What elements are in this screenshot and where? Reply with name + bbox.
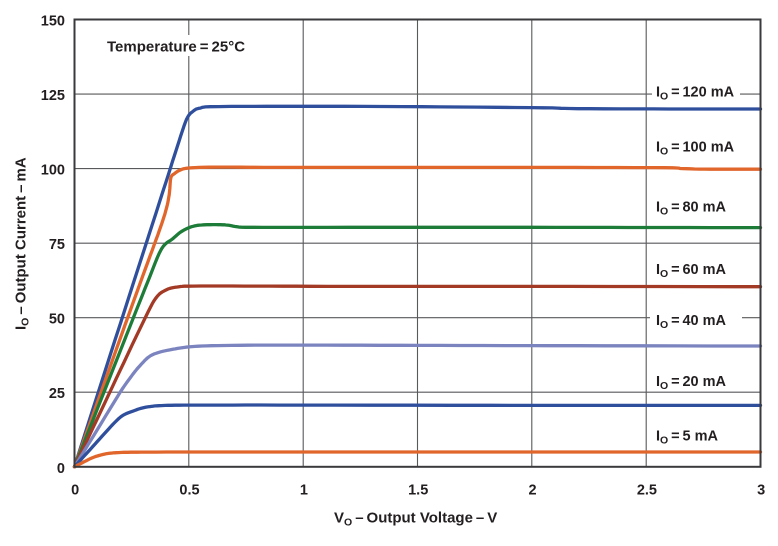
svg-text:IO = 120 mA: IO = 120 mA: [656, 84, 735, 102]
svg-text:2.5: 2.5: [637, 482, 657, 498]
svg-text:2: 2: [528, 482, 536, 498]
svg-text:1: 1: [300, 482, 308, 498]
svg-text:25: 25: [49, 386, 65, 402]
svg-text:IO – Output Current – mA: IO – Output Current – mA: [13, 157, 32, 330]
svg-text:1.5: 1.5: [408, 482, 428, 498]
svg-text:VO – Output Voltage – V: VO – Output Voltage – V: [334, 510, 497, 529]
svg-text:IO = 60 mA: IO = 60 mA: [656, 262, 727, 280]
svg-text:IO = 5 mA: IO = 5 mA: [656, 429, 718, 447]
svg-text:IO = 20 mA: IO = 20 mA: [656, 374, 727, 392]
svg-text:125: 125: [41, 88, 65, 104]
svg-text:0: 0: [57, 461, 65, 477]
svg-text:75: 75: [49, 237, 65, 253]
svg-text:0: 0: [71, 482, 79, 498]
svg-text:IO = 100 mA: IO = 100 mA: [656, 140, 735, 158]
svg-text:IO = 80 mA: IO = 80 mA: [656, 199, 727, 217]
svg-text:IO = 40 mA: IO = 40 mA: [656, 313, 727, 331]
svg-text:150: 150: [41, 14, 65, 30]
svg-text:0.5: 0.5: [179, 482, 199, 498]
svg-text:3: 3: [757, 482, 765, 498]
svg-text:100: 100: [41, 163, 65, 179]
svg-text:50: 50: [49, 312, 65, 328]
svg-text:Temperature = 25°C: Temperature = 25°C: [107, 39, 245, 56]
